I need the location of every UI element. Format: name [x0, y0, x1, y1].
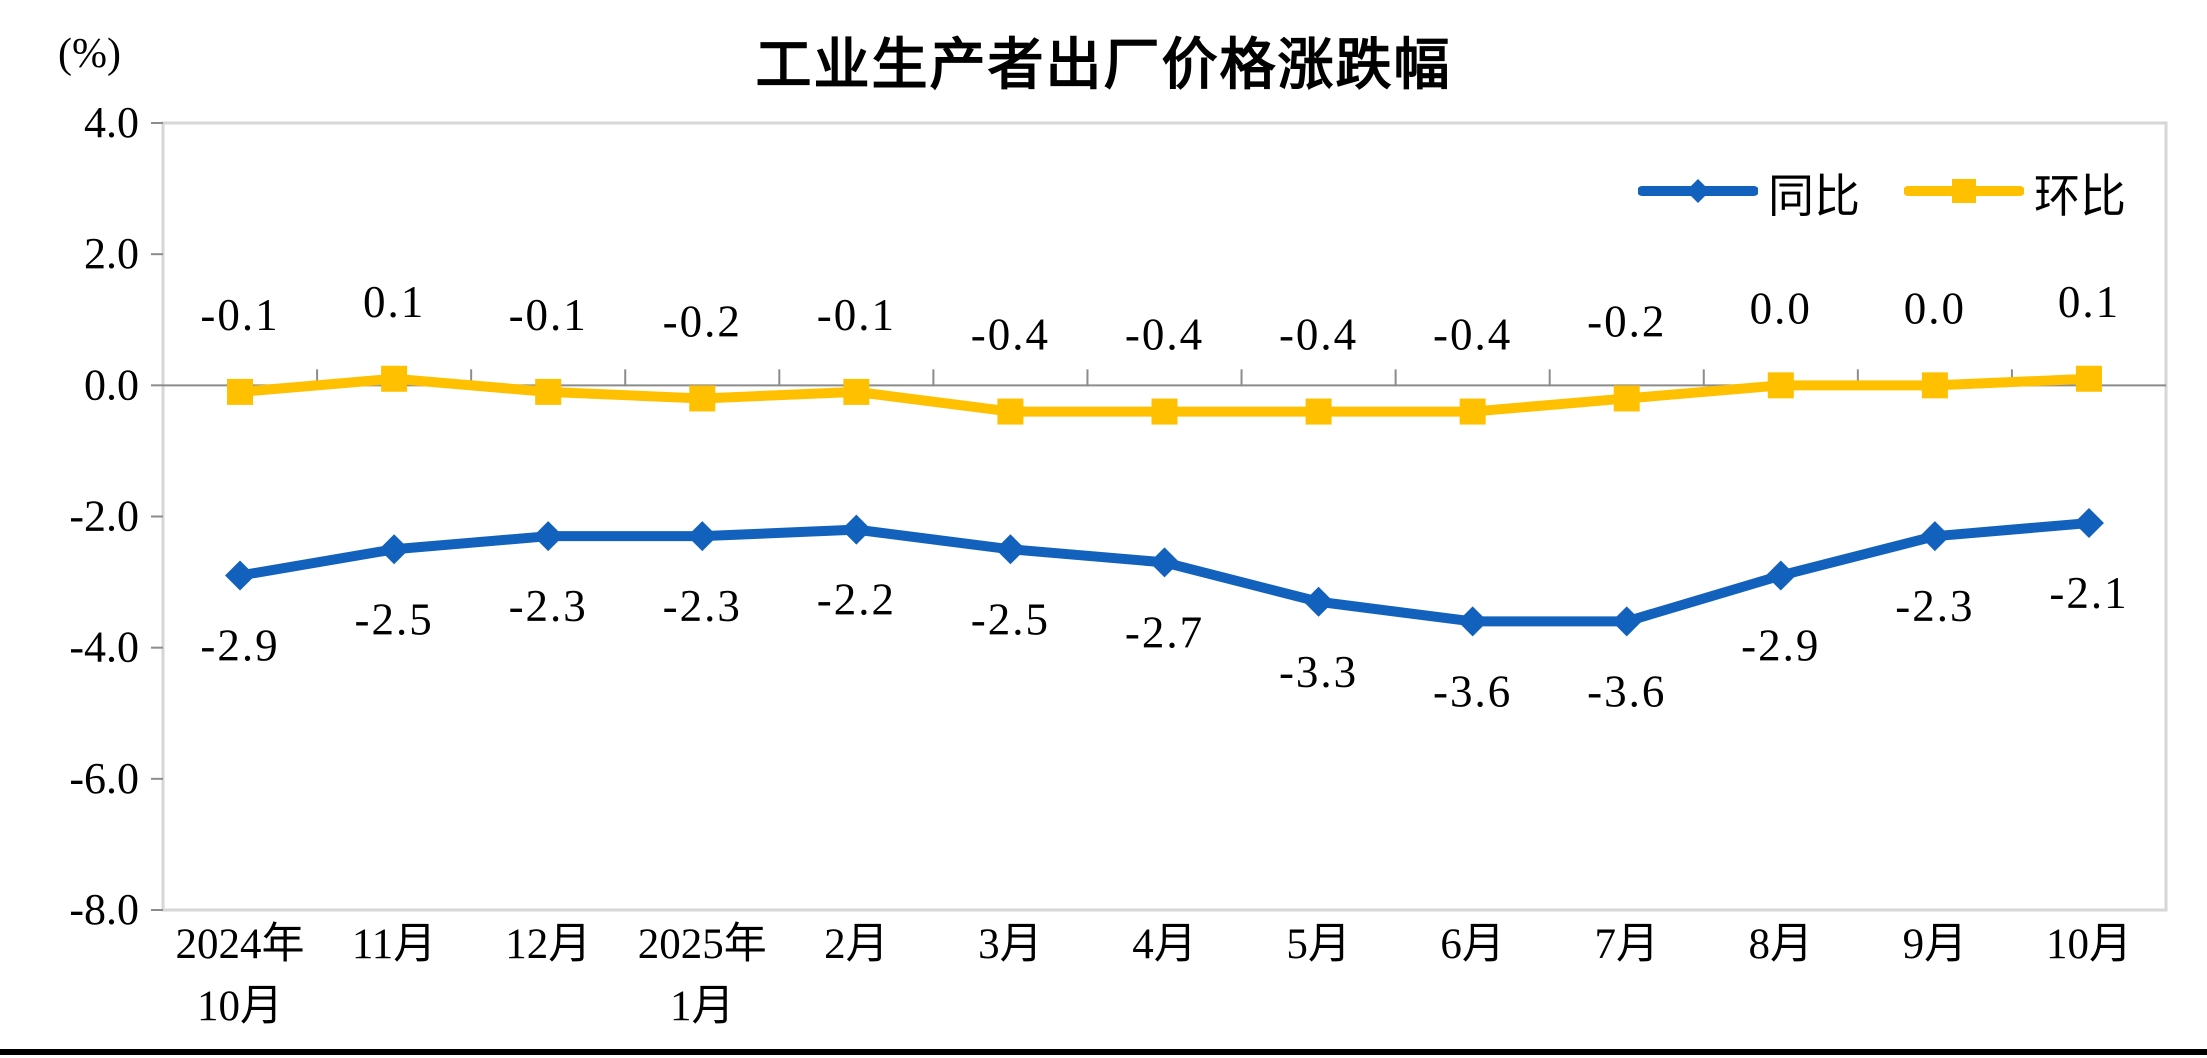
svg-text:2025年: 2025年: [638, 921, 767, 968]
legend-label-mom: 环比: [2034, 171, 2126, 222]
svg-text:1月: 1月: [670, 983, 735, 1030]
svg-text:-6.0: -6.0: [69, 754, 139, 803]
svg-text:-2.3: -2.3: [663, 581, 742, 631]
svg-text:0.0: 0.0: [1904, 283, 1966, 333]
svg-text:6月: 6月: [1440, 921, 1505, 968]
svg-text:4月: 4月: [1132, 921, 1197, 968]
svg-text:-2.1: -2.1: [2049, 568, 2128, 618]
svg-text:-0.1: -0.1: [200, 290, 279, 340]
svg-text:-2.5: -2.5: [354, 594, 433, 644]
svg-text:-3.6: -3.6: [1433, 666, 1512, 716]
svg-text:12月: 12月: [505, 921, 591, 968]
y-axis-unit-label: (%): [58, 31, 121, 77]
svg-text:8月: 8月: [1749, 921, 1814, 968]
svg-text:-3.6: -3.6: [1587, 666, 1666, 716]
svg-text:0.1: 0.1: [2058, 277, 2120, 327]
svg-text:-2.9: -2.9: [1741, 621, 1820, 671]
svg-text:-2.9: -2.9: [200, 621, 279, 671]
svg-text:-0.1: -0.1: [509, 290, 588, 340]
svg-text:-2.5: -2.5: [971, 594, 1050, 644]
svg-text:-0.2: -0.2: [663, 296, 742, 346]
svg-text:0.1: 0.1: [363, 277, 425, 327]
svg-text:-3.3: -3.3: [1279, 647, 1358, 697]
svg-text:-2.3: -2.3: [509, 581, 588, 631]
svg-text:7月: 7月: [1594, 921, 1659, 968]
svg-text:9月: 9月: [1903, 921, 1968, 968]
legend-label-yoy: 同比: [1768, 171, 1860, 222]
legend: 同比 环比: [1637, 160, 2126, 226]
svg-text:2月: 2月: [824, 921, 889, 968]
svg-text:2024年: 2024年: [176, 921, 305, 968]
legend-item-yoy: 同比: [1637, 160, 1860, 226]
svg-text:-0.4: -0.4: [1433, 310, 1512, 360]
svg-text:0.0: 0.0: [84, 360, 139, 409]
svg-text:-2.2: -2.2: [817, 575, 896, 625]
svg-text:-0.4: -0.4: [971, 310, 1050, 360]
svg-text:3月: 3月: [978, 921, 1043, 968]
svg-text:-0.1: -0.1: [817, 290, 896, 340]
svg-text:-4.0: -4.0: [69, 623, 139, 672]
svg-text:-2.0: -2.0: [69, 492, 139, 541]
chart-title: 工业生产者出厂价格涨跌幅: [755, 35, 1452, 97]
yoy-line-swatch-icon: [1637, 175, 1759, 212]
svg-text:0.0: 0.0: [1750, 283, 1812, 333]
svg-text:-2.3: -2.3: [1895, 581, 1974, 631]
svg-text:5月: 5月: [1286, 921, 1351, 968]
svg-text:-8.0: -8.0: [69, 885, 139, 934]
svg-text:-2.7: -2.7: [1125, 607, 1204, 657]
bottom-border-bar: [0, 1049, 2207, 1055]
svg-text:-0.4: -0.4: [1125, 310, 1204, 360]
svg-text:2.0: 2.0: [84, 229, 139, 278]
mom-line-swatch-icon: [1903, 175, 2025, 212]
svg-text:-0.4: -0.4: [1279, 310, 1358, 360]
svg-text:-0.2: -0.2: [1587, 296, 1666, 346]
svg-text:11月: 11月: [352, 921, 436, 968]
svg-text:10月: 10月: [2046, 921, 2132, 968]
svg-text:10月: 10月: [197, 983, 283, 1030]
svg-text:4.0: 4.0: [84, 98, 139, 147]
legend-item-mom: 环比: [1903, 160, 2126, 226]
